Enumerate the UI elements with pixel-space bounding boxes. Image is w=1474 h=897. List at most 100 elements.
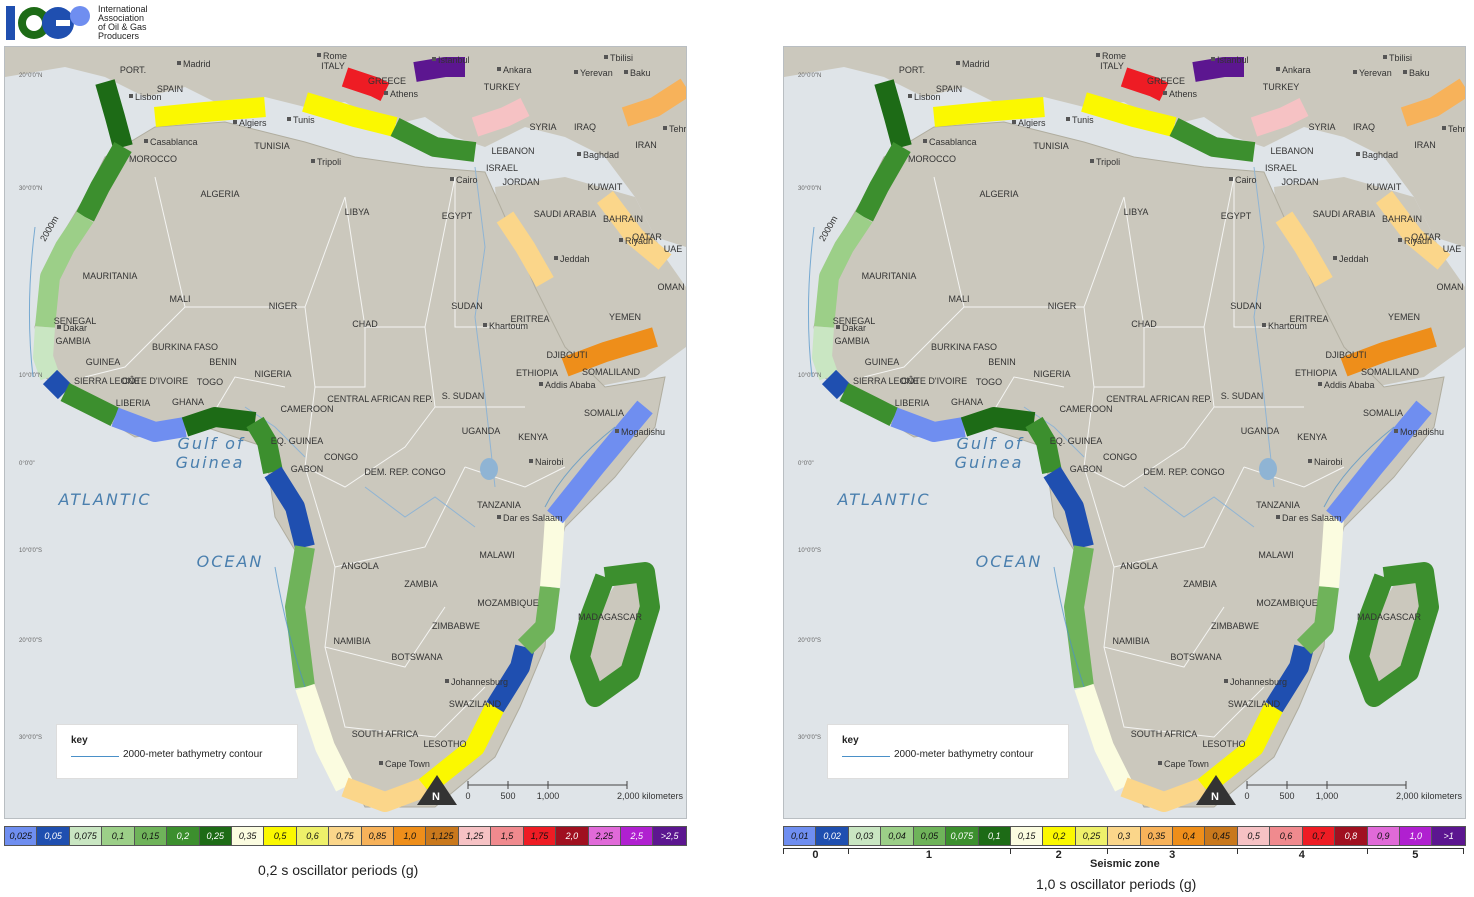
city-label: Cairo [1235,175,1257,185]
latitude-label: 30°0'0"S [19,735,42,741]
legend-swatch: 1,25 [458,827,492,845]
latitude-label: 20°0'0"N [798,73,821,79]
country-label: ZAMBIA [1183,579,1217,589]
scale-label: 1,000 [537,791,560,801]
hazard-segment [1064,545,1094,689]
hazard-segment [874,79,912,150]
legend-swatch: 0,5 [264,827,297,845]
city-label: Istanbul [1217,55,1249,65]
north-arrow: N [432,791,440,803]
country-label: DJIBOUTI [546,350,587,360]
country-label: DEM. REP. CONGO [1143,467,1224,477]
country-label: GUINEA [86,357,121,367]
country-label: GAMBIA [55,336,90,346]
legend-swatch: 0,9 [1367,827,1401,845]
country-label: MALI [169,294,190,304]
scale-bar: N 0 500 1,000 2,000 kilometers [417,775,684,805]
country-label: GUINEA [865,357,900,367]
country-label: MADAGASCAR [578,612,643,622]
city-label: Athens [390,89,419,99]
country-label: LEBANON [491,146,534,156]
legend-swatch: 0,4 [1173,827,1206,845]
city-marker [497,515,501,519]
zone-tick [1010,848,1011,854]
latitude-label: 20°0'0"N [19,73,42,79]
country-label: SPAIN [936,84,962,94]
map-left: PORT. SPAIN MOROCCO ALGERIA TUNISIA LIBYA EGYP… [4,46,687,819]
country-label: NIGER [269,301,298,311]
city-label: Tripoli [1096,157,1120,167]
city-marker [177,61,181,65]
zone-tick [847,848,849,854]
country-label: IRAN [1414,140,1436,150]
legend-swatch: 0,25 [199,827,232,845]
country-label: QATAR [632,232,662,242]
country-label: GABON [1070,464,1103,474]
legend-left: 0,025 0,05 0,075 0,1 0,15 0,2 0,25 0,35 0,5 0,6 0,… [4,826,687,846]
city-marker [554,256,558,260]
legend-swatch: 0,3 [1108,827,1141,845]
city-marker [1356,152,1360,156]
city-marker [1163,91,1167,95]
country-label: ALGERIA [200,189,239,199]
city-marker [1066,117,1070,121]
city-label: Yerevan [1359,68,1392,78]
city-label: Ankara [1282,65,1311,75]
country-label: BURKINA FASO [152,342,218,352]
city-label: Casablanca [929,137,977,147]
country-label: JORDAN [502,177,539,187]
city-label: Riyadh [625,236,653,246]
city-marker [956,61,960,65]
latitude-label: 10°0'0"S [19,548,42,554]
country-label: CONGO [324,452,358,462]
city-marker [317,53,321,57]
hazard-segment [933,97,1045,127]
sea-label: Guinea [955,453,1024,472]
city-marker [1383,55,1387,59]
city-marker [1442,126,1446,130]
country-label: DEM. REP. CONGO [364,467,445,477]
city-label: Algiers [1018,118,1046,128]
city-label: Riyadh [1404,236,1432,246]
hazard-segment [1074,683,1133,792]
north-arrow: N [1211,791,1219,803]
hazard-segment [547,400,653,524]
hazard-segment [1025,416,1062,474]
city-label: Algiers [239,118,267,128]
country-label: SUDAN [1230,301,1262,311]
key-item: 2000-meter bathymetry contour [123,749,263,760]
city-label: Ankara [503,65,532,75]
scale-label: 500 [1279,791,1294,801]
hazard-segment [418,702,504,795]
country-label: SAUDI ARABIA [1313,209,1376,219]
city-label: Addis Ababa [1324,380,1375,390]
sea-label: OCEAN [197,552,264,571]
hazard-segment [285,545,315,689]
country-label: CAMEROON [1059,404,1112,414]
country-label: ZIMBABWE [432,621,480,631]
country-label: SIERRA LEONE [853,376,919,386]
coastal-hazard-band [33,57,686,812]
latitude-label: 10°0'0"S [798,548,821,554]
legend-swatch: >2,5 [653,827,686,845]
scale-label: 500 [500,791,515,801]
sea-label: ATLANTIC [57,490,151,509]
city-label: Baghdad [1362,150,1398,160]
country-label: SOUTH AFRICA [1131,729,1198,739]
hazard-segment [1250,98,1309,137]
zone-tick [1107,848,1109,854]
map-key-right: key 2000-meter bathymetry contour [827,724,1069,779]
legend-swatch: 0,075 [946,827,979,845]
city-marker [1318,382,1322,386]
country-label: TANZANIA [1256,500,1300,510]
hazard-segment [1120,777,1208,812]
bathymetry-line-icon [71,756,119,757]
country-label: EQ. GUINEA [271,436,324,446]
country-label: CONGO [1103,452,1137,462]
legend-swatch: 0,03 [848,827,882,845]
city-label: Dakar [63,323,87,333]
city-label: Johannesburg [1230,677,1287,687]
country-label: CENTRAL AFRICAN REP. [327,394,433,404]
city-marker [577,152,581,156]
hazard-segment [154,97,266,127]
